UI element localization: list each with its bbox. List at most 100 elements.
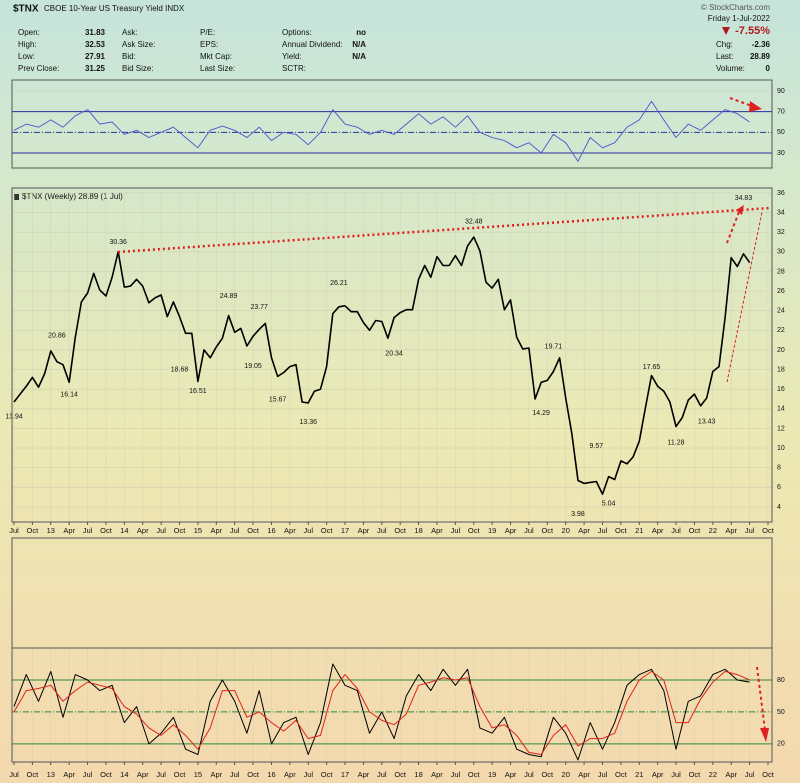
x-tick-label: Oct	[174, 526, 187, 535]
peak-label: 13.36	[299, 419, 317, 426]
x-tick-label: Apr	[505, 526, 517, 535]
x-tick-label: Jul	[9, 770, 19, 779]
x-tick-label: Oct	[615, 770, 628, 779]
y-tick-label: 14	[777, 406, 785, 413]
y-tick-label: 16	[777, 386, 785, 393]
peak-label: 34.83	[735, 195, 753, 202]
x-tick-label: Apr	[431, 770, 443, 779]
quote-value: 31.25	[85, 64, 106, 73]
down-arrow	[722, 27, 730, 35]
y-tick-label: 22	[777, 327, 785, 334]
quote-value: no	[356, 28, 366, 37]
up-arrow-head	[736, 205, 744, 215]
x-tick-label: Apr	[578, 770, 590, 779]
quote-date: Friday 1-Jul-2022	[708, 14, 771, 23]
indicator-line	[13, 670, 750, 755]
quote-value: 27.91	[85, 52, 106, 61]
stoch-arrow-line	[756, 666, 766, 731]
change-percent: -7.55%	[735, 25, 770, 37]
x-tick-label: Apr	[652, 770, 664, 779]
quote-label: Open:	[18, 28, 40, 37]
stat-value: 28.89	[750, 52, 771, 61]
x-tick-label: Oct	[27, 770, 40, 779]
x-tick-label: Apr	[652, 526, 664, 535]
peak-label: 14.29	[532, 410, 550, 417]
peak-label: 16.14	[60, 392, 78, 399]
x-tick-label: Oct	[689, 770, 702, 779]
x-tick-label: Jul	[230, 770, 240, 779]
x-tick-label: Apr	[210, 526, 222, 535]
x-tick-label: Oct	[689, 526, 702, 535]
copyright: © StockCharts.com	[701, 3, 770, 12]
x-tick-label: 21	[635, 526, 643, 535]
x-tick-label: Jul	[524, 770, 534, 779]
y-tick-label: 26	[777, 288, 785, 295]
x-tick-label: Jul	[83, 770, 93, 779]
quote-label: Annual Dividend:	[282, 40, 342, 49]
x-tick-label: 20	[562, 526, 570, 535]
peak-label: 20.34	[385, 350, 403, 357]
stoch-arrow-head	[760, 728, 769, 742]
y-tick-label: 6	[777, 484, 781, 491]
x-tick-label: Apr	[725, 770, 737, 779]
panel-border	[11, 187, 773, 523]
x-tick-label: Apr	[284, 770, 296, 779]
x-tick-label: Jul	[377, 770, 387, 779]
peak-label: 26.21	[330, 280, 348, 287]
quote-label: Ask Size:	[122, 40, 155, 49]
y-tick-label: 8	[777, 465, 781, 472]
quote-value: N/A	[352, 40, 366, 49]
quote-label: Options:	[282, 28, 312, 37]
x-tick-label: Jul	[83, 526, 93, 535]
security-name: CBOE 10-Year US Treasury Yield INDX	[44, 4, 185, 13]
peak-label: 20.86	[48, 332, 66, 339]
stat-value: -2.36	[752, 40, 771, 49]
x-tick-label: Oct	[321, 770, 334, 779]
x-tick-label: Oct	[100, 770, 113, 779]
y-tick-label: 80	[777, 677, 785, 684]
title-icon	[14, 194, 19, 200]
quote-label: Bid:	[122, 52, 136, 61]
resistance-trendline	[117, 206, 771, 254]
x-tick-label: Apr	[137, 526, 149, 535]
quote-value: 32.53	[85, 40, 106, 49]
y-tick-label: 30	[777, 249, 785, 256]
y-tick-label: 24	[777, 308, 785, 315]
quote-label: Yield:	[282, 52, 302, 61]
x-tick-label: Apr	[358, 526, 370, 535]
peak-label: 3.98	[571, 511, 585, 518]
peak-label: 16.51	[189, 388, 207, 395]
peak-label: 17.65	[643, 364, 661, 371]
x-tick-label: Jul	[745, 526, 755, 535]
peak-label: 24.89	[220, 293, 238, 300]
x-tick-label: Jul	[230, 526, 240, 535]
symbol: $TNX	[13, 4, 39, 15]
x-tick-label: Jul	[598, 526, 608, 535]
peak-label: 23.77	[250, 304, 268, 311]
x-tick-label: 20	[562, 770, 570, 779]
x-tick-label: Jul	[745, 770, 755, 779]
x-tick-label: 15	[194, 526, 202, 535]
x-tick-label: Oct	[174, 770, 187, 779]
peak-label: 11.28	[668, 439, 685, 446]
quote-label: Last Size:	[200, 64, 235, 73]
peak-label: 13.94	[5, 413, 23, 420]
quote-label: Ask:	[122, 28, 138, 37]
x-tick-label: 19	[488, 526, 496, 535]
x-tick-label: Jul	[303, 526, 313, 535]
x-tick-label: 19	[488, 770, 496, 779]
y-tick-label: 30	[777, 150, 785, 157]
quote-value: 31.83	[85, 28, 106, 37]
x-tick-label: Jul	[156, 526, 166, 535]
y-tick-label: 50	[777, 709, 785, 716]
peak-label: 15.67	[269, 396, 287, 403]
y-tick-label: 20	[777, 347, 785, 354]
quote-label: P/E:	[200, 28, 215, 37]
x-tick-label: Oct	[27, 526, 40, 535]
quote-stats: Chg: -2.36 Last: 28.89 Volume: 0	[716, 40, 771, 73]
plots: 30 50 70 90 4 6 8 10 12 14 16 18 20 22 24 26 28 30 32 34 36 1…	[5, 79, 785, 779]
quote-label: Low:	[18, 52, 35, 61]
x-tick-label: 16	[267, 770, 275, 779]
x-tick-label: Apr	[63, 770, 75, 779]
